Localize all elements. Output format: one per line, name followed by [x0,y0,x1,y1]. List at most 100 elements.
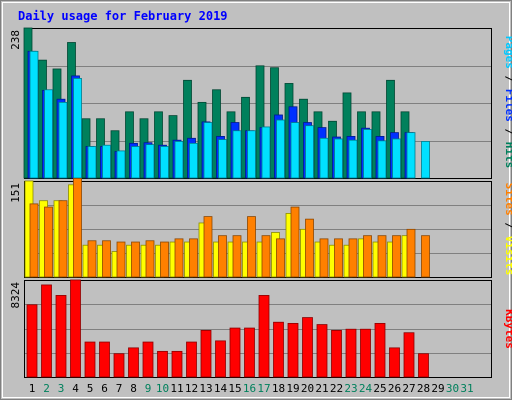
bar-sites-day-26 [392,235,401,278]
bar-sites-day-9 [145,240,155,278]
bar-kbytes-day-16 [244,327,255,378]
bar-sites-day-17 [261,235,271,278]
bar-pages-day-12 [189,142,198,179]
bar-kbytes-day-13 [200,329,212,378]
bar-kbytes-day-22 [331,329,342,378]
x-tick-label-17: 17 [257,382,270,395]
bar-pages-day-13 [203,122,213,179]
bar-pages-day-15 [232,130,242,179]
bar-pages-day-7 [116,150,126,179]
bar-kbytes-day-21 [316,324,328,378]
x-tick-label-5: 5 [87,382,94,395]
x-tick-label-16: 16 [243,382,256,395]
side-label-part: Visits [503,236,512,276]
x-tick-label-25: 25 [373,382,386,395]
bar-kbytes-day-11 [171,350,183,378]
x-tick-label-2: 2 [43,382,50,395]
bar-kbytes-day-4 [70,279,81,378]
bar-sites-day-2 [44,206,53,278]
bar-sites-day-6 [102,240,111,278]
bar-pages-day-8 [131,146,140,179]
bar-pages-day-26 [392,138,401,179]
bar-pages-day-22 [334,138,343,179]
bar-kbytes-day-8 [128,347,139,378]
x-tick-label-31: 31 [460,382,473,395]
bar-kbytes-day-27 [403,332,415,378]
bar-kbytes-day-18 [273,321,284,378]
bar-kbytes-day-19 [287,322,299,378]
bar-sites-day-5 [87,240,97,278]
bar-kbytes-day-17 [258,295,270,378]
bar-kbytes-day-10 [157,350,168,378]
x-tick-label-18: 18 [272,382,285,395]
bar-kbytes-day-6 [99,341,110,378]
bar-sites-day-23 [348,238,358,278]
x-tick-label-28: 28 [417,382,430,395]
x-tick-label-3: 3 [58,382,65,395]
x-tick-label-26: 26 [388,382,401,395]
side-label-part: Hits [503,142,512,169]
side-label-part: Files [503,89,512,122]
bar-sites-day-10 [160,241,169,278]
bar-pages-day-18 [276,119,285,179]
side-label-part: Pages [503,36,512,69]
side-label-part: / [503,122,512,142]
x-axis-tick-labels: 1 2 3 4 5 6 7 8 9 10 11 12 13 14 15 16 17 18 19 20 21 22 23 24 2… [29,382,474,395]
side-label-visits-sites: Sites / Visits [503,183,512,276]
chart-title: Daily usage for February 2019 [18,9,228,23]
side-label-part: / [503,69,512,89]
bar-sites-day-4 [73,178,82,278]
x-tick-label-29: 29 [431,382,444,395]
bar-pages-day-10 [160,146,169,179]
bar-kbytes-day-14 [215,340,226,378]
bar-kbytes-day-15 [229,327,241,378]
x-tick-label-8: 8 [130,382,137,395]
bar-sites-day-3 [58,200,68,278]
x-tick-label-19: 19 [286,382,299,395]
bar-kbytes-day-25 [374,322,386,378]
panel-kbytes: 8324 KBytes [9,279,512,378]
x-tick-label-13: 13 [199,382,212,395]
bar-sites-day-27 [406,228,416,278]
bar-pages-day-9 [145,144,155,179]
bar-pages-day-16 [247,130,256,179]
bar-sites-day-11 [174,238,184,278]
bar-pages-day-3 [58,101,68,179]
side-label-part: KBytes [503,309,512,349]
bar-pages-day-6 [102,144,111,179]
x-tick-label-27: 27 [402,382,415,395]
bar-kbytes-day-7 [113,353,125,378]
bar-sites-day-12 [189,238,198,278]
bar-pages-day-20 [305,125,314,179]
bar-pages-day-4 [73,78,82,179]
bar-sites-day-16 [247,216,256,278]
side-label-kbytes: KBytes [503,309,512,349]
side-label-part: Sites [503,183,512,216]
bar-kbytes-day-5 [84,341,96,378]
panel-visits-sites: 151 Sites / Visits [9,178,512,278]
y-max-label: 8324 [9,282,22,309]
bar-kbytes-day-20 [302,317,313,378]
bar-kbytes-day-12 [186,341,197,378]
bar-pages-day-21 [319,137,329,179]
x-tick-label-20: 20 [301,382,314,395]
bar-sites-day-24 [363,235,372,278]
bar-pages-day-11 [174,141,184,179]
bar-sites-day-14 [218,235,227,278]
bar-sites-day-7 [116,241,126,278]
bar-sites-day-21 [319,238,329,278]
bar-sites-day-20 [305,218,314,278]
bar-pages-day-25 [377,140,387,179]
bar-sites-day-18 [276,238,285,278]
side-label-hits-files-pages: Pages / Files / Hits [503,36,512,169]
bar-kbytes-day-24 [360,328,371,378]
bar-sites-day-25 [377,235,387,278]
bar-pages-day-17 [261,126,271,179]
x-tick-label-4: 4 [72,382,79,395]
x-tick-label-21: 21 [315,382,328,395]
bar-pages-day-28 [421,141,430,179]
bar-pages-day-23 [348,139,358,179]
bar-sites-day-28 [421,235,430,278]
x-tick-label-11: 11 [170,382,183,395]
